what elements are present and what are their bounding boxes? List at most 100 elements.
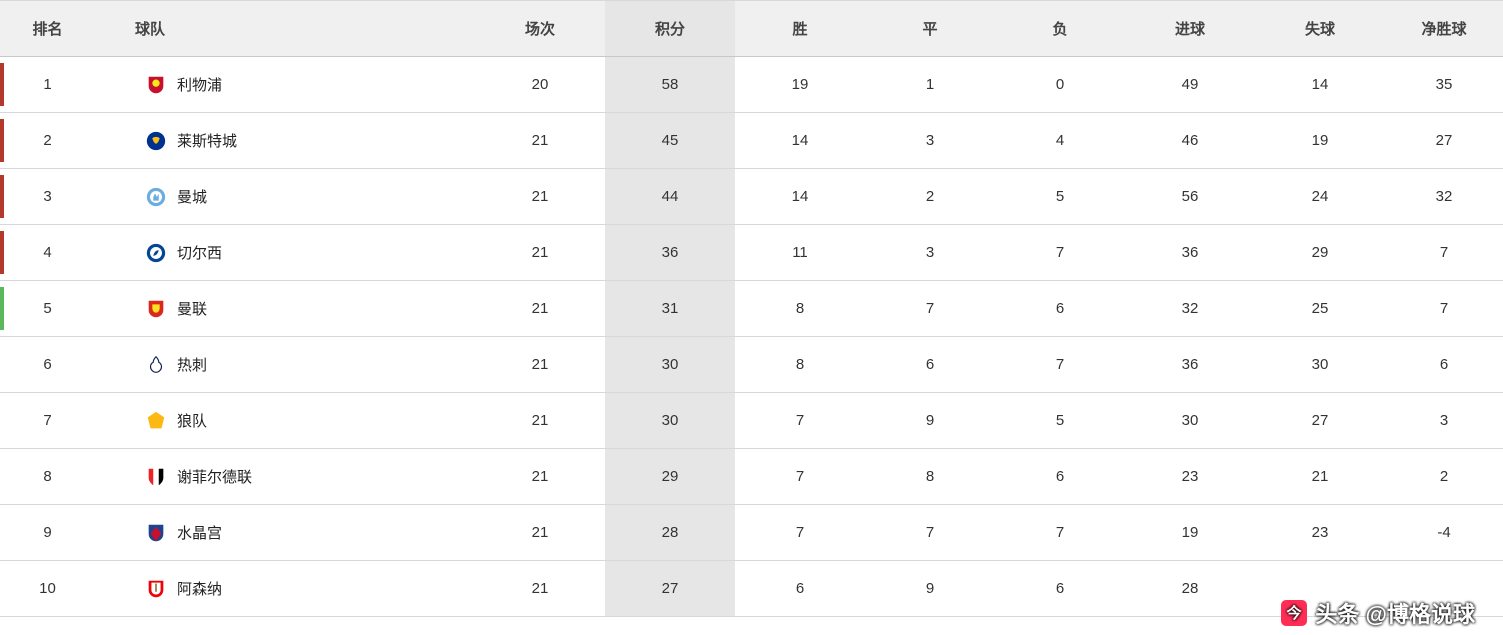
- cell-team[interactable]: 狼队: [95, 393, 475, 449]
- col-header-draw: 平: [865, 1, 995, 57]
- cell-ga: 30: [1255, 337, 1385, 393]
- cell-played: 21: [475, 337, 605, 393]
- table-row: 2莱斯特城21451434461927: [0, 113, 1503, 169]
- cell-win: 8: [735, 337, 865, 393]
- col-header-rank: 排名: [0, 1, 95, 57]
- cell-gf: 49: [1125, 57, 1255, 113]
- cell-ga: 23: [1255, 505, 1385, 561]
- cell-points: 31: [605, 281, 735, 337]
- cell-points: 28: [605, 505, 735, 561]
- col-header-gd: 净胜球: [1385, 1, 1503, 57]
- crystal-palace-crest-icon: [145, 522, 167, 544]
- rank-value: 4: [43, 244, 51, 261]
- cell-ga: 25: [1255, 281, 1385, 337]
- cell-gd: 6: [1385, 337, 1503, 393]
- chelsea-crest-icon: [145, 242, 167, 264]
- table-row: 8谢菲尔德联212978623212: [0, 449, 1503, 505]
- rank-value: 9: [43, 524, 51, 541]
- cell-ga: [1255, 561, 1385, 617]
- table-row: 1利物浦20581910491435: [0, 57, 1503, 113]
- cell-win: 19: [735, 57, 865, 113]
- team-name: 切尔西: [177, 242, 222, 263]
- team-name: 狼队: [177, 410, 207, 431]
- cell-team[interactable]: 切尔西: [95, 225, 475, 281]
- cell-ga: 21: [1255, 449, 1385, 505]
- cell-played: 20: [475, 57, 605, 113]
- cell-team[interactable]: 谢菲尔德联: [95, 449, 475, 505]
- cell-team[interactable]: 曼联: [95, 281, 475, 337]
- cell-draw: 7: [865, 505, 995, 561]
- cell-gf: 19: [1125, 505, 1255, 561]
- cell-points: 29: [605, 449, 735, 505]
- cell-team[interactable]: 曼城: [95, 169, 475, 225]
- cell-played: 21: [475, 393, 605, 449]
- cell-draw: 2: [865, 169, 995, 225]
- cell-gf: 46: [1125, 113, 1255, 169]
- cell-draw: 8: [865, 449, 995, 505]
- cell-ga: 29: [1255, 225, 1385, 281]
- liverpool-crest-icon: [145, 74, 167, 96]
- team-name: 热刺: [177, 354, 207, 375]
- rank-value: 2: [43, 132, 51, 149]
- cell-ga: 24: [1255, 169, 1385, 225]
- cell-win: 7: [735, 393, 865, 449]
- cell-ga: 19: [1255, 113, 1385, 169]
- cell-draw: 3: [865, 113, 995, 169]
- cell-ga: 14: [1255, 57, 1385, 113]
- cell-team[interactable]: 水晶宫: [95, 505, 475, 561]
- table-body: 1利物浦205819104914352莱斯特城214514344619273曼城…: [0, 57, 1503, 617]
- qualification-edge-bar: [0, 287, 4, 330]
- arsenal-crest-icon: [145, 578, 167, 600]
- rank-value: 1: [43, 76, 51, 93]
- qualification-edge-bar: [0, 119, 4, 162]
- rank-value: 5: [43, 300, 51, 317]
- team-name: 谢菲尔德联: [177, 466, 252, 487]
- cell-gd: 7: [1385, 281, 1503, 337]
- cell-gf: 32: [1125, 281, 1255, 337]
- cell-played: 21: [475, 281, 605, 337]
- cell-draw: 7: [865, 281, 995, 337]
- wolves-crest-icon: [145, 410, 167, 432]
- cell-win: 7: [735, 449, 865, 505]
- cell-gf: 36: [1125, 225, 1255, 281]
- table-row: 7狼队213079530273: [0, 393, 1503, 449]
- cell-win: 8: [735, 281, 865, 337]
- col-header-ga: 失球: [1255, 1, 1385, 57]
- cell-gf: 30: [1125, 393, 1255, 449]
- qualification-edge-bar: [0, 175, 4, 218]
- team-name: 曼城: [177, 186, 207, 207]
- cell-rank: 6: [0, 337, 95, 393]
- qualification-edge-bar: [0, 231, 4, 274]
- cell-draw: 9: [865, 393, 995, 449]
- cell-gd: 27: [1385, 113, 1503, 169]
- tottenham-crest-icon: [145, 354, 167, 376]
- qualification-edge-bar: [0, 63, 4, 106]
- cell-team[interactable]: 莱斯特城: [95, 113, 475, 169]
- cell-points: 44: [605, 169, 735, 225]
- man-utd-crest-icon: [145, 298, 167, 320]
- cell-gd: 3: [1385, 393, 1503, 449]
- cell-rank: 1: [0, 57, 95, 113]
- table-row: 10阿森纳212769628: [0, 561, 1503, 617]
- cell-win: 11: [735, 225, 865, 281]
- col-header-gf: 进球: [1125, 1, 1255, 57]
- cell-played: 21: [475, 505, 605, 561]
- cell-rank: 8: [0, 449, 95, 505]
- cell-rank: 5: [0, 281, 95, 337]
- cell-rank: 4: [0, 225, 95, 281]
- cell-team[interactable]: 利物浦: [95, 57, 475, 113]
- cell-rank: 10: [0, 561, 95, 617]
- table-row: 3曼城21441425562432: [0, 169, 1503, 225]
- cell-team[interactable]: 热刺: [95, 337, 475, 393]
- sheffield-utd-crest-icon: [145, 466, 167, 488]
- team-name: 阿森纳: [177, 578, 222, 599]
- cell-played: 21: [475, 169, 605, 225]
- cell-loss: 7: [995, 225, 1125, 281]
- team-name: 水晶宫: [177, 522, 222, 543]
- cell-team[interactable]: 阿森纳: [95, 561, 475, 617]
- cell-draw: 6: [865, 337, 995, 393]
- rank-value: 7: [43, 412, 51, 429]
- cell-points: 27: [605, 561, 735, 617]
- cell-gd: 32: [1385, 169, 1503, 225]
- cell-points: 30: [605, 393, 735, 449]
